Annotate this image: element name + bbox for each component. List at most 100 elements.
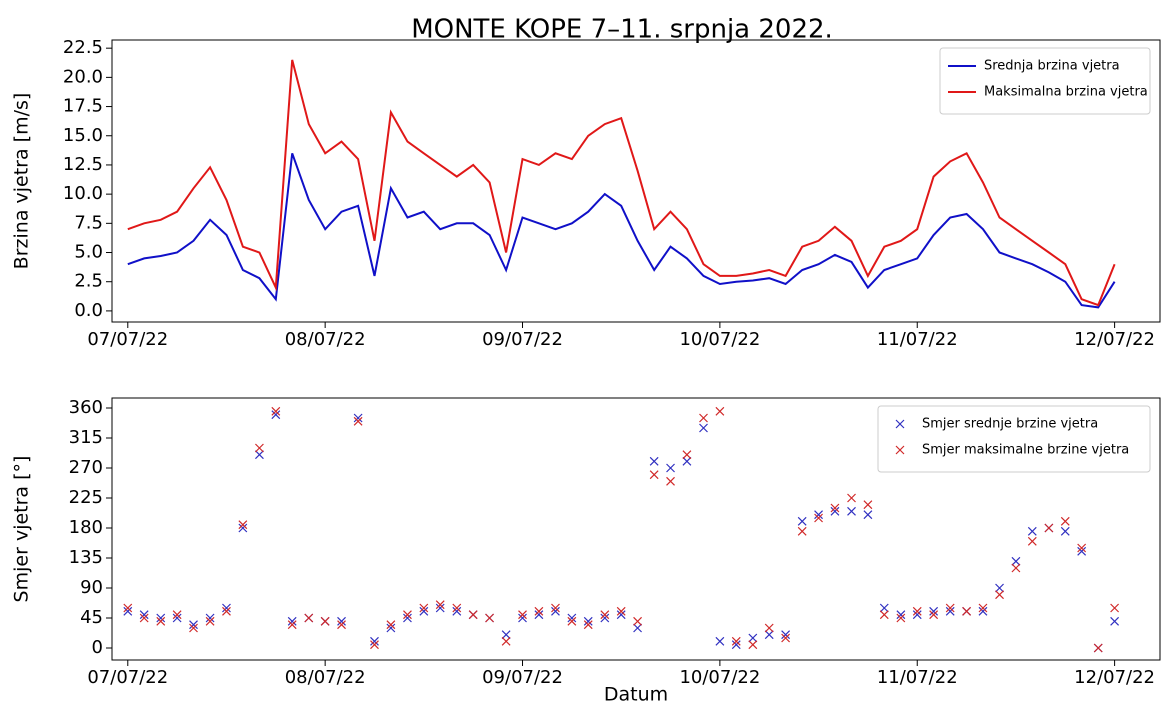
y-axis-label: Smjer vjetra [°]: [11, 456, 33, 603]
x-axis-label: Datum: [604, 684, 668, 706]
point: [222, 603, 231, 613]
point: [1060, 516, 1070, 526]
point: [879, 610, 889, 620]
point: [1110, 603, 1120, 613]
point: [649, 470, 659, 480]
point: [781, 633, 791, 643]
point: [666, 463, 675, 473]
y-tick-label: 20.0: [63, 66, 103, 87]
point: [682, 450, 692, 460]
point: [337, 616, 346, 626]
point: [501, 636, 511, 646]
point: [304, 613, 314, 623]
legend-swatch: [895, 419, 905, 429]
x-tick-label: 11/07/22: [877, 329, 958, 350]
point: [189, 620, 198, 630]
point: [205, 613, 215, 623]
point: [600, 610, 610, 620]
point: [847, 493, 856, 503]
point: [1027, 526, 1037, 536]
point: [287, 620, 297, 630]
point: [699, 413, 708, 423]
point: [929, 610, 939, 620]
point: [287, 616, 297, 626]
point: [995, 590, 1004, 600]
point: [764, 630, 774, 640]
point: [238, 523, 248, 533]
point: [403, 613, 412, 623]
point: [797, 526, 807, 536]
x-tick-label: 07/07/22: [87, 667, 168, 688]
point: [978, 606, 988, 616]
point: [156, 616, 166, 626]
point: [452, 603, 462, 613]
legend-label: Maksimalna brzina vjetra: [984, 85, 1148, 100]
point: [189, 623, 198, 633]
point: [962, 606, 972, 616]
point: [205, 616, 215, 626]
y-tick-label: 2.5: [74, 271, 103, 292]
point: [1011, 563, 1021, 573]
point: [353, 413, 363, 423]
y-tick-label: 360: [69, 397, 103, 418]
point: [337, 620, 346, 630]
point: [1077, 546, 1087, 556]
point: [271, 406, 281, 416]
point: [501, 630, 511, 640]
legend-label: Smjer srednje brzine vjetra: [922, 417, 1098, 432]
y-tick-label: 12.5: [63, 154, 103, 175]
y-tick-label: 22.5: [63, 37, 103, 58]
legend-box: [939, 47, 1151, 115]
point: [123, 603, 133, 613]
point: [271, 410, 281, 420]
point: [255, 443, 264, 453]
point: [403, 610, 412, 620]
point: [534, 610, 544, 620]
point: [386, 620, 396, 630]
point: [172, 613, 182, 623]
y-axis-label: Brzina vjetra [m/s]: [11, 93, 33, 270]
point: [830, 506, 840, 516]
point: [452, 606, 462, 616]
point: [847, 506, 856, 516]
point: [978, 603, 988, 613]
point: [370, 636, 379, 646]
point: [435, 603, 445, 613]
point: [1011, 556, 1021, 566]
point: [123, 606, 133, 616]
point: [715, 636, 725, 646]
x-tick-label: 10/07/22: [679, 667, 760, 688]
point: [1060, 526, 1070, 536]
point: [616, 610, 626, 620]
point: [814, 510, 823, 520]
point: [139, 613, 149, 623]
point: [583, 620, 593, 630]
point: [814, 513, 823, 523]
point: [534, 606, 544, 616]
point: [156, 613, 166, 623]
line-series: [127, 59, 1116, 307]
point: [863, 500, 873, 510]
point: [633, 623, 643, 633]
y-tick-label: 10.0: [63, 183, 103, 204]
x-tick-label: 12/07/22: [1074, 667, 1155, 688]
point: [929, 606, 939, 616]
point: [748, 640, 758, 650]
point: [896, 610, 906, 620]
point: [485, 613, 494, 623]
y-tick-label: 90: [80, 577, 103, 598]
y-tick-label: 270: [69, 457, 103, 478]
point: [1044, 523, 1054, 533]
point: [435, 600, 445, 610]
y-tick-label: 17.5: [63, 96, 103, 117]
point: [518, 613, 527, 623]
x-tick-label: 10/07/22: [679, 329, 760, 350]
y-tick-label: 135: [69, 547, 103, 568]
x-tick-label: 08/07/22: [285, 667, 366, 688]
point: [731, 640, 741, 650]
point: [386, 623, 396, 633]
point: [172, 610, 182, 620]
point: [715, 406, 725, 416]
plot-frame: [111, 39, 1161, 323]
point: [912, 610, 922, 620]
